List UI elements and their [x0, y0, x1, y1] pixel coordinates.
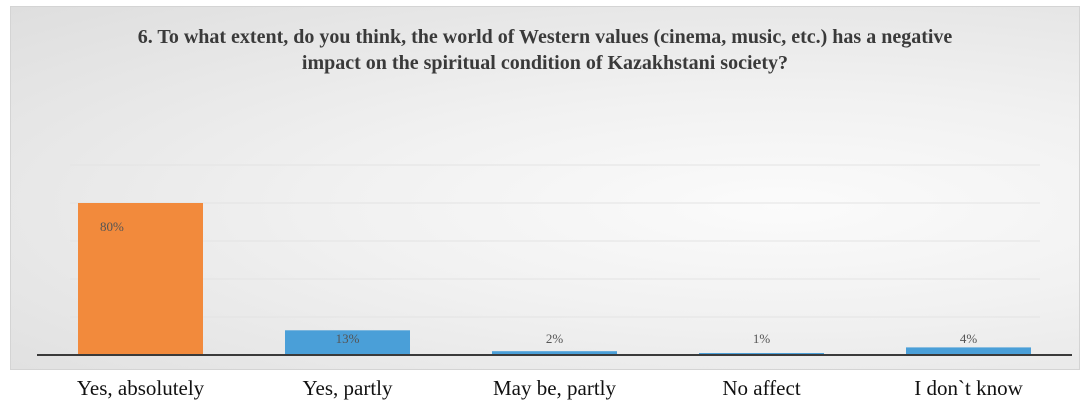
x-tick-label-5: I don`t know: [914, 376, 1023, 400]
bar-1: [78, 203, 203, 355]
data-label-1: 80%: [100, 219, 124, 234]
bar-2: [285, 330, 410, 355]
x-tick-label-2: Yes, partly: [302, 376, 393, 400]
bars: [78, 203, 1031, 355]
gridlines: [70, 164, 1040, 318]
bar-3: [492, 351, 617, 355]
data-label-4: 1%: [753, 331, 771, 346]
x-tick-label-3: May be, partly: [493, 376, 617, 400]
data-labels: 80% 13% 2% 1% 4%: [100, 219, 977, 346]
x-tick-label-4: No affect: [722, 376, 800, 400]
x-tick-labels: Yes, absolutely Yes, partly May be, partly…: [77, 376, 1024, 400]
bar-5: [906, 347, 1031, 355]
data-label-2: 13%: [336, 331, 360, 346]
data-label-3: 2%: [546, 331, 564, 346]
x-tick-label-1: Yes, absolutely: [77, 376, 205, 400]
chart-title: 6. To what extent, do you think, the wor…: [137, 26, 953, 74]
data-label-5: 4%: [960, 331, 978, 346]
